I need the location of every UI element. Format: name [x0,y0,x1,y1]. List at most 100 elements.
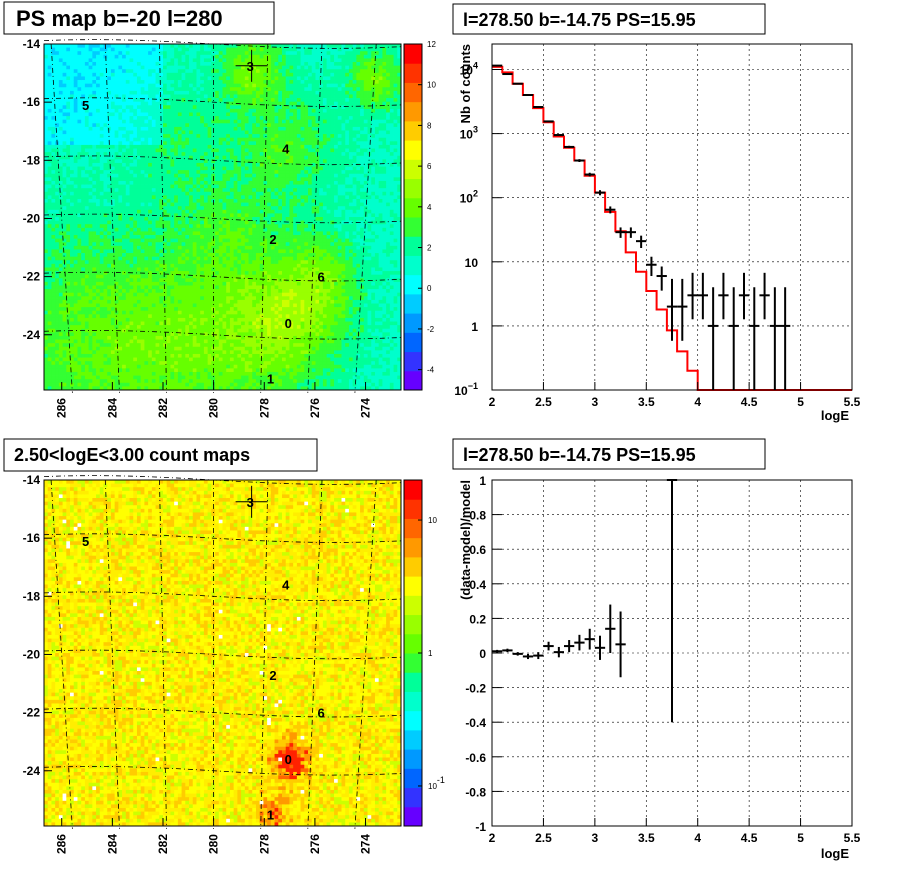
map-cell [96,353,101,358]
map-cell [159,382,164,387]
map-cell [226,249,231,254]
map-cell [92,289,97,294]
map-cell [81,137,86,142]
map-cell [192,350,197,355]
map-cell [207,220,212,225]
map-cell [62,184,67,189]
map-cell [47,126,52,131]
map-cell [114,112,119,117]
map-cell [73,134,78,139]
map-cell [73,364,78,369]
map-cell [58,62,63,67]
map-cell [44,51,49,56]
map-cell [218,137,223,142]
map-cell [118,148,123,153]
map-cell [103,144,108,149]
map-cell [207,112,212,117]
map-cell [47,141,52,146]
map-cell [96,162,101,167]
map-cell [55,260,60,265]
map-cell [229,191,235,196]
map-cell [96,245,101,250]
map-cell [159,289,164,294]
map-cell [159,209,164,214]
map-cell [192,76,197,81]
map-cell [148,386,153,391]
map-cell [114,72,119,77]
map-cell [81,72,86,77]
map-cell [200,108,205,113]
map-cell [70,271,75,276]
map-cell [144,278,149,283]
map-cell [222,310,227,315]
map-cell [192,166,197,171]
map-cell [159,227,164,232]
map-cell [155,343,160,348]
map-cell [88,213,93,218]
map-cell [92,317,97,322]
map-cell [189,94,194,99]
map-cell [129,155,134,160]
map-cell [148,260,153,265]
map-cell [70,256,75,261]
map-cell [185,346,190,351]
map-cell [203,357,209,362]
map-cell [144,98,149,103]
map-cell [144,162,149,167]
map-cell [166,87,171,92]
map-cell [189,325,194,330]
map-cell [110,361,116,366]
map-cell [218,87,223,92]
map-cell [185,296,190,301]
map-cell [84,206,90,211]
map-cell [189,83,194,88]
map-cell [136,62,142,67]
map-cell [77,180,82,185]
map-cell [88,281,93,286]
map-cell [133,325,138,330]
map-cell [174,54,179,59]
map-cell [136,368,142,373]
map-cell [129,224,134,229]
map-cell [136,249,142,254]
map-cell [140,310,145,315]
map-cell [151,220,156,225]
map-cell [77,130,82,135]
map-cell [207,180,212,185]
map-cell [166,51,171,56]
map-cell [207,242,212,247]
map-cell [189,321,194,326]
map-cell [125,44,130,48]
map-cell [122,274,127,279]
map-cell [185,155,190,160]
map-cell [148,321,153,326]
map-cell [77,353,82,358]
map-cell [125,386,130,391]
map-cell [129,69,134,74]
map-cell [114,213,119,218]
map-cell [55,180,60,185]
map-cell [159,44,164,48]
map-cell [129,170,134,175]
map-cell [189,47,194,52]
map-cell [163,353,168,358]
map-cell [84,310,90,315]
map-cell [110,281,116,286]
map-cell [196,371,201,376]
map-cell [207,69,212,74]
map-cell [177,123,182,128]
map-cell [140,184,145,189]
map-cell [207,83,212,88]
map-cell [51,260,56,265]
map-cell [166,152,171,157]
map-cell [92,170,97,175]
map-cell [226,213,231,218]
map-cell [55,361,60,366]
map-cell [211,159,216,164]
map-cell [44,105,49,110]
map-cell [77,159,82,164]
map-cell [151,65,156,70]
map-cell [66,353,71,358]
map-cell [66,281,71,286]
map-cell [226,65,231,70]
